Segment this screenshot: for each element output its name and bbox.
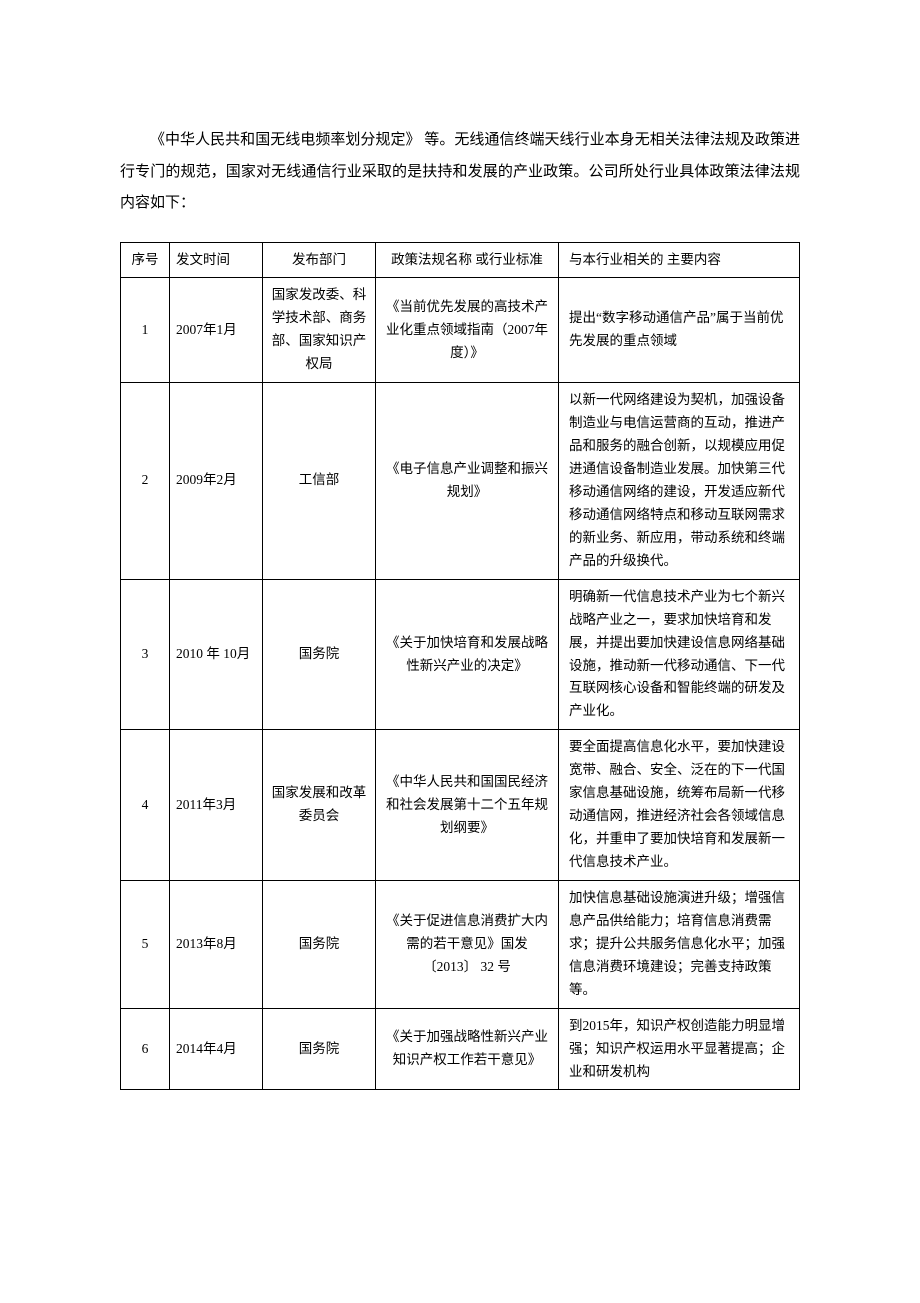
cell-date: 2010 年 10月 xyxy=(170,579,263,730)
header-policy-name: 政策法规名称 或行业标准 xyxy=(376,242,559,278)
cell-name: 《关于加强战略性新兴产业知识产权工作若干意见》 xyxy=(376,1008,559,1090)
table-header-row: 序号 发文时间 发布部门 政策法规名称 或行业标准 与本行业相关的 主要内容 xyxy=(121,242,800,278)
cell-name: 《当前优先发展的高技术产业化重点领域指南（2007年度）》 xyxy=(376,278,559,383)
document-page: 《中华人民共和国无线电频率划分规定》 等。无线通信终端天线行业本身无相关法律法规… xyxy=(0,0,920,1150)
cell-dept: 国务院 xyxy=(263,880,376,1008)
cell-date: 2014年4月 xyxy=(170,1008,263,1090)
cell-dept: 国家发改委、科学技术部、商务部、国家知识产权局 xyxy=(263,278,376,383)
cell-index: 1 xyxy=(121,278,170,383)
cell-name: 《关于加快培育和发展战略性新兴产业的决定》 xyxy=(376,579,559,730)
header-description: 与本行业相关的 主要内容 xyxy=(559,242,800,278)
table-row: 6 2014年4月 国务院 《关于加强战略性新兴产业知识产权工作若干意见》 到2… xyxy=(121,1008,800,1090)
table-row: 1 2007年1月 国家发改委、科学技术部、商务部、国家知识产权局 《当前优先发… xyxy=(121,278,800,383)
cell-desc: 要全面提高信息化水平，要加快建设宽带、融合、安全、泛在的下一代国家信息基础设施，… xyxy=(559,730,800,881)
cell-date: 2011年3月 xyxy=(170,730,263,881)
table-row: 4 2011年3月 国家发展和改革委员会 《中华人民共和国国民经济和社会发展第十… xyxy=(121,730,800,881)
header-department: 发布部门 xyxy=(263,242,376,278)
cell-index: 4 xyxy=(121,730,170,881)
cell-name: 《中华人民共和国国民经济和社会发展第十二个五年规划纲要》 xyxy=(376,730,559,881)
table-row: 5 2013年8月 国务院 《关于促进信息消费扩大内需的若干意见》国发〔2013… xyxy=(121,880,800,1008)
table-row: 2 2009年2月 工信部 《电子信息产业调整和振兴规划》 以新一代网络建设为契… xyxy=(121,383,800,580)
cell-dept: 国务院 xyxy=(263,579,376,730)
cell-index: 6 xyxy=(121,1008,170,1090)
header-date: 发文时间 xyxy=(170,242,263,278)
cell-dept: 国务院 xyxy=(263,1008,376,1090)
cell-desc: 明确新一代信息技术产业为七个新兴战略产业之一，要求加快培育和发展，并提出要加快建… xyxy=(559,579,800,730)
cell-date: 2013年8月 xyxy=(170,880,263,1008)
table-body: 1 2007年1月 国家发改委、科学技术部、商务部、国家知识产权局 《当前优先发… xyxy=(121,278,800,1090)
cell-index: 5 xyxy=(121,880,170,1008)
cell-index: 2 xyxy=(121,383,170,580)
cell-desc: 提出“数字移动通信产品”属于当前优先发展的重点领域 xyxy=(559,278,800,383)
cell-date: 2009年2月 xyxy=(170,383,263,580)
cell-desc: 加快信息基础设施演进升级；增强信息产品供给能力；培育信息消费需求；提升公共服务信… xyxy=(559,880,800,1008)
cell-date: 2007年1月 xyxy=(170,278,263,383)
cell-name: 《关于促进信息消费扩大内需的若干意见》国发〔2013〕 32 号 xyxy=(376,880,559,1008)
cell-index: 3 xyxy=(121,579,170,730)
policy-table: 序号 发文时间 发布部门 政策法规名称 或行业标准 与本行业相关的 主要内容 1… xyxy=(120,242,800,1091)
cell-dept: 国家发展和改革委员会 xyxy=(263,730,376,881)
cell-name: 《电子信息产业调整和振兴规划》 xyxy=(376,383,559,580)
cell-dept: 工信部 xyxy=(263,383,376,580)
intro-paragraph: 《中华人民共和国无线电频率划分规定》 等。无线通信终端天线行业本身无相关法律法规… xyxy=(120,125,800,220)
cell-desc: 到2015年，知识产权创造能力明显增强；知识产权运用水平显著提高；企业和研发机构 xyxy=(559,1008,800,1090)
cell-desc: 以新一代网络建设为契机，加强设备制造业与电信运营商的互动，推进产品和服务的融合创… xyxy=(559,383,800,580)
header-index: 序号 xyxy=(121,242,170,278)
table-row: 3 2010 年 10月 国务院 《关于加快培育和发展战略性新兴产业的决定》 明… xyxy=(121,579,800,730)
